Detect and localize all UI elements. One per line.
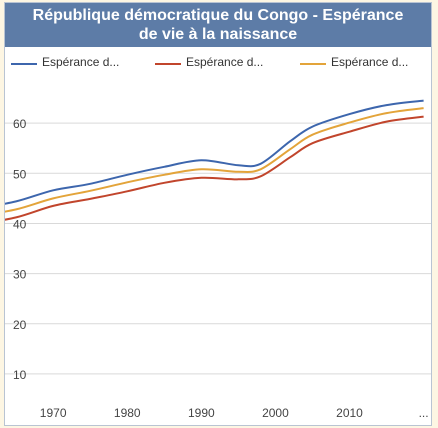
legend-swatch-series-1 xyxy=(11,63,37,65)
chart-title-line-2: de vie à la naissance xyxy=(138,26,298,43)
series-line-3 xyxy=(5,107,424,213)
chart-title: République démocratique du Congo - Espér… xyxy=(5,3,431,47)
legend-swatch-series-3 xyxy=(300,63,326,65)
plot-area: 10 20 30 40 50 60 1970 1980 1990 2000 2010... xyxy=(5,99,431,420)
y-tick-label-50: 50 xyxy=(13,167,27,181)
series-line-1 xyxy=(5,99,424,205)
y-tick-label-30: 30 xyxy=(13,268,27,282)
chart-legend: Espérance d... Espérance d... Espérance … xyxy=(5,53,431,73)
y-tick-label-10: 10 xyxy=(13,368,27,382)
y-tick-label-60: 60 xyxy=(13,117,27,131)
legend-swatch-series-2 xyxy=(155,63,181,65)
x-tick-label-4: 2010 xyxy=(336,406,363,420)
chart-title-line-1: République démocratique du Congo - Espér… xyxy=(32,7,404,24)
series-line-2 xyxy=(5,115,424,221)
y-tick-label-40: 40 xyxy=(13,217,27,231)
x-tick-label-2: 1990 xyxy=(188,406,215,420)
x-tick-label-1: 1980 xyxy=(114,406,141,420)
x-tick-label-5: ... xyxy=(419,406,429,420)
chart-frame: République démocratique du Congo - Espér… xyxy=(4,2,432,426)
x-tick-label-3: 2000 xyxy=(262,406,289,420)
x-tick-label-0: 1970 xyxy=(40,406,67,420)
y-tick-label-20: 20 xyxy=(13,318,27,332)
